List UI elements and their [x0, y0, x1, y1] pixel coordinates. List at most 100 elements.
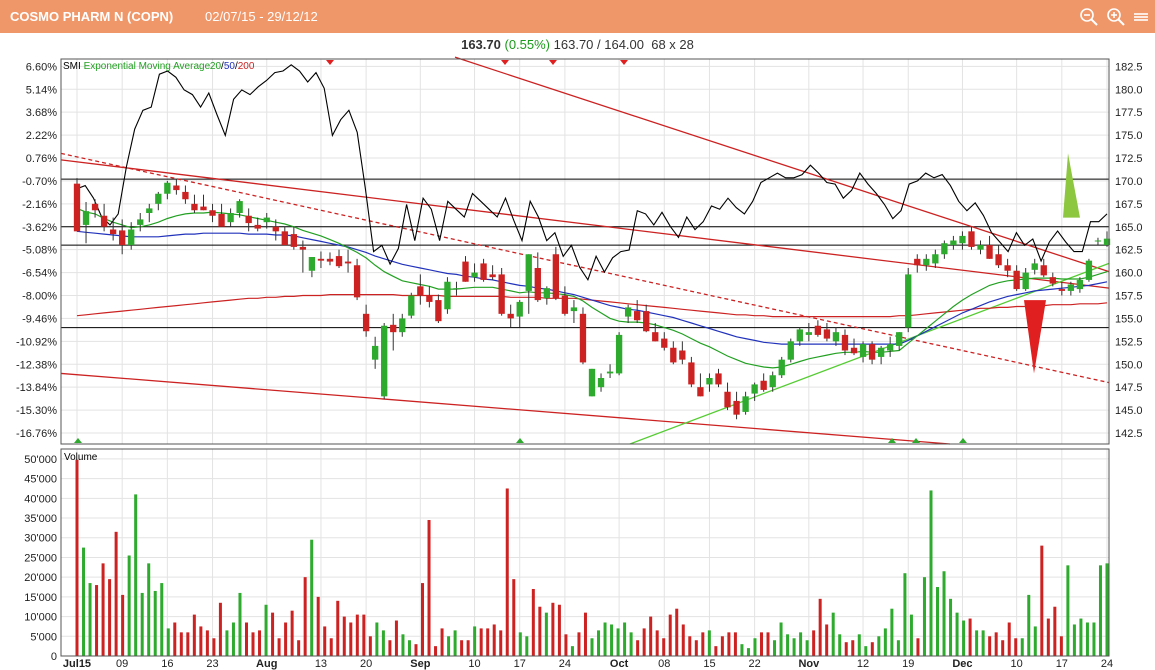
- volume-bar: [101, 563, 105, 656]
- title-bar: COSMO PHARM N (COPN) 02/07/15 - 29/12/12: [0, 0, 1155, 33]
- candle-body: [923, 258, 930, 266]
- volume-bar: [290, 610, 294, 656]
- time-tick-label: 08: [658, 658, 670, 670]
- time-tick-label: Jul15: [63, 658, 91, 670]
- volume-bar: [368, 636, 372, 656]
- candle-body: [742, 396, 749, 412]
- candle-body: [615, 334, 623, 374]
- candle-body: [480, 263, 487, 280]
- candle-body: [507, 313, 514, 319]
- volume-bar: [864, 646, 868, 656]
- volume-bar: [212, 638, 216, 656]
- volume-bar: [968, 618, 972, 656]
- candle-body: [652, 332, 659, 342]
- volume-tick-label: 10'000: [24, 612, 57, 624]
- volume-bar: [922, 577, 926, 656]
- volume-bar: [870, 642, 874, 656]
- volume-bar: [231, 622, 235, 656]
- zoom-in-icon[interactable]: [1106, 7, 1126, 27]
- price-tick-label: 175.0: [1115, 130, 1143, 142]
- volume-bar: [525, 636, 529, 656]
- time-tick-label: 24: [559, 658, 571, 670]
- candle-body: [624, 307, 632, 317]
- candle-body: [109, 229, 117, 235]
- volume-bar: [551, 602, 555, 656]
- price-tick-label: 152.5: [1115, 336, 1143, 348]
- volume-bar: [720, 636, 724, 656]
- volume-bar: [355, 614, 359, 656]
- volume-bar: [883, 628, 887, 656]
- candle-body: [164, 182, 171, 194]
- candle-body: [362, 313, 370, 332]
- candle-body: [200, 206, 207, 211]
- candle-body: [525, 254, 532, 291]
- candle-body: [381, 325, 388, 397]
- indicator-lines: [60, 56, 1110, 445]
- volume-bar: [544, 612, 548, 656]
- candle-body: [643, 311, 650, 332]
- volume-bar: [134, 494, 138, 656]
- volume-bar: [1072, 624, 1076, 656]
- volume-bar: [447, 636, 451, 656]
- time-tick-label: 13: [315, 658, 327, 670]
- price-tick-label: 145.0: [1115, 405, 1143, 417]
- volume-tick-label: 0: [51, 651, 57, 663]
- volume-bar: [831, 612, 835, 656]
- candle-body: [877, 347, 885, 357]
- price-tick-label: 170.0: [1115, 176, 1143, 188]
- volume-bar: [140, 592, 144, 656]
- volume-bar: [531, 588, 535, 656]
- candle-body: [498, 274, 505, 314]
- time-tick-label: 20: [360, 658, 372, 670]
- candle-body: [1058, 289, 1065, 291]
- candle-body: [100, 215, 108, 227]
- percent-tick-label: -9.46%: [22, 313, 57, 325]
- volume-bar: [414, 644, 418, 656]
- quote-line: 163.70 (0.55%) 163.70 / 164.00 68 x 28: [0, 37, 1155, 52]
- percent-tick-label: -15.30%: [16, 405, 57, 417]
- volume-bar: [505, 488, 509, 656]
- volume-bar: [975, 630, 979, 656]
- volume-bar: [271, 612, 275, 656]
- volume-bar: [916, 638, 920, 656]
- sell-marker: [501, 60, 509, 65]
- volume-bar: [218, 602, 222, 656]
- time-tick-label: Nov: [798, 658, 820, 670]
- volume-bar: [786, 634, 790, 656]
- candle-body: [823, 329, 831, 339]
- candle-body: [182, 191, 189, 200]
- percent-tick-label: -8.00%: [22, 291, 57, 303]
- time-tick-label: 10: [468, 658, 480, 670]
- volume-bar: [753, 638, 757, 656]
- candle-body: [1067, 284, 1075, 291]
- candle-body: [444, 281, 451, 310]
- price-tick-label: 157.5: [1115, 291, 1143, 303]
- volume-bar: [655, 630, 659, 656]
- time-tick-label: 22: [749, 658, 761, 670]
- volume-bar: [147, 563, 151, 656]
- candle-body: [968, 231, 975, 247]
- volume-tick-label: 5'000: [30, 631, 57, 643]
- candle-body: [73, 183, 81, 232]
- percent-tick-label: -3.62%: [22, 222, 57, 234]
- candle-body: [796, 329, 803, 342]
- volume-tick-label: 35'000: [24, 513, 57, 525]
- close-icon[interactable]: [1131, 7, 1151, 27]
- sell-marker: [620, 60, 628, 65]
- time-tick-label: 10: [1011, 658, 1023, 670]
- candle-body: [688, 362, 695, 385]
- volume-tick-label: 15'000: [24, 592, 57, 604]
- volume-bar: [362, 614, 366, 656]
- volume-bar: [1033, 626, 1037, 656]
- percent-tick-label: -5.08%: [22, 245, 57, 257]
- candle-body: [516, 301, 523, 317]
- volume-bar: [675, 608, 679, 656]
- volume-bar: [903, 573, 907, 656]
- time-tick-label: 09: [116, 658, 128, 670]
- candle-body: [435, 300, 442, 322]
- smi-line: [76, 64, 1108, 282]
- candle-body: [155, 193, 162, 204]
- volume-bar: [192, 614, 196, 656]
- trend-line: [454, 56, 1110, 273]
- zoom-out-icon[interactable]: [1079, 7, 1099, 27]
